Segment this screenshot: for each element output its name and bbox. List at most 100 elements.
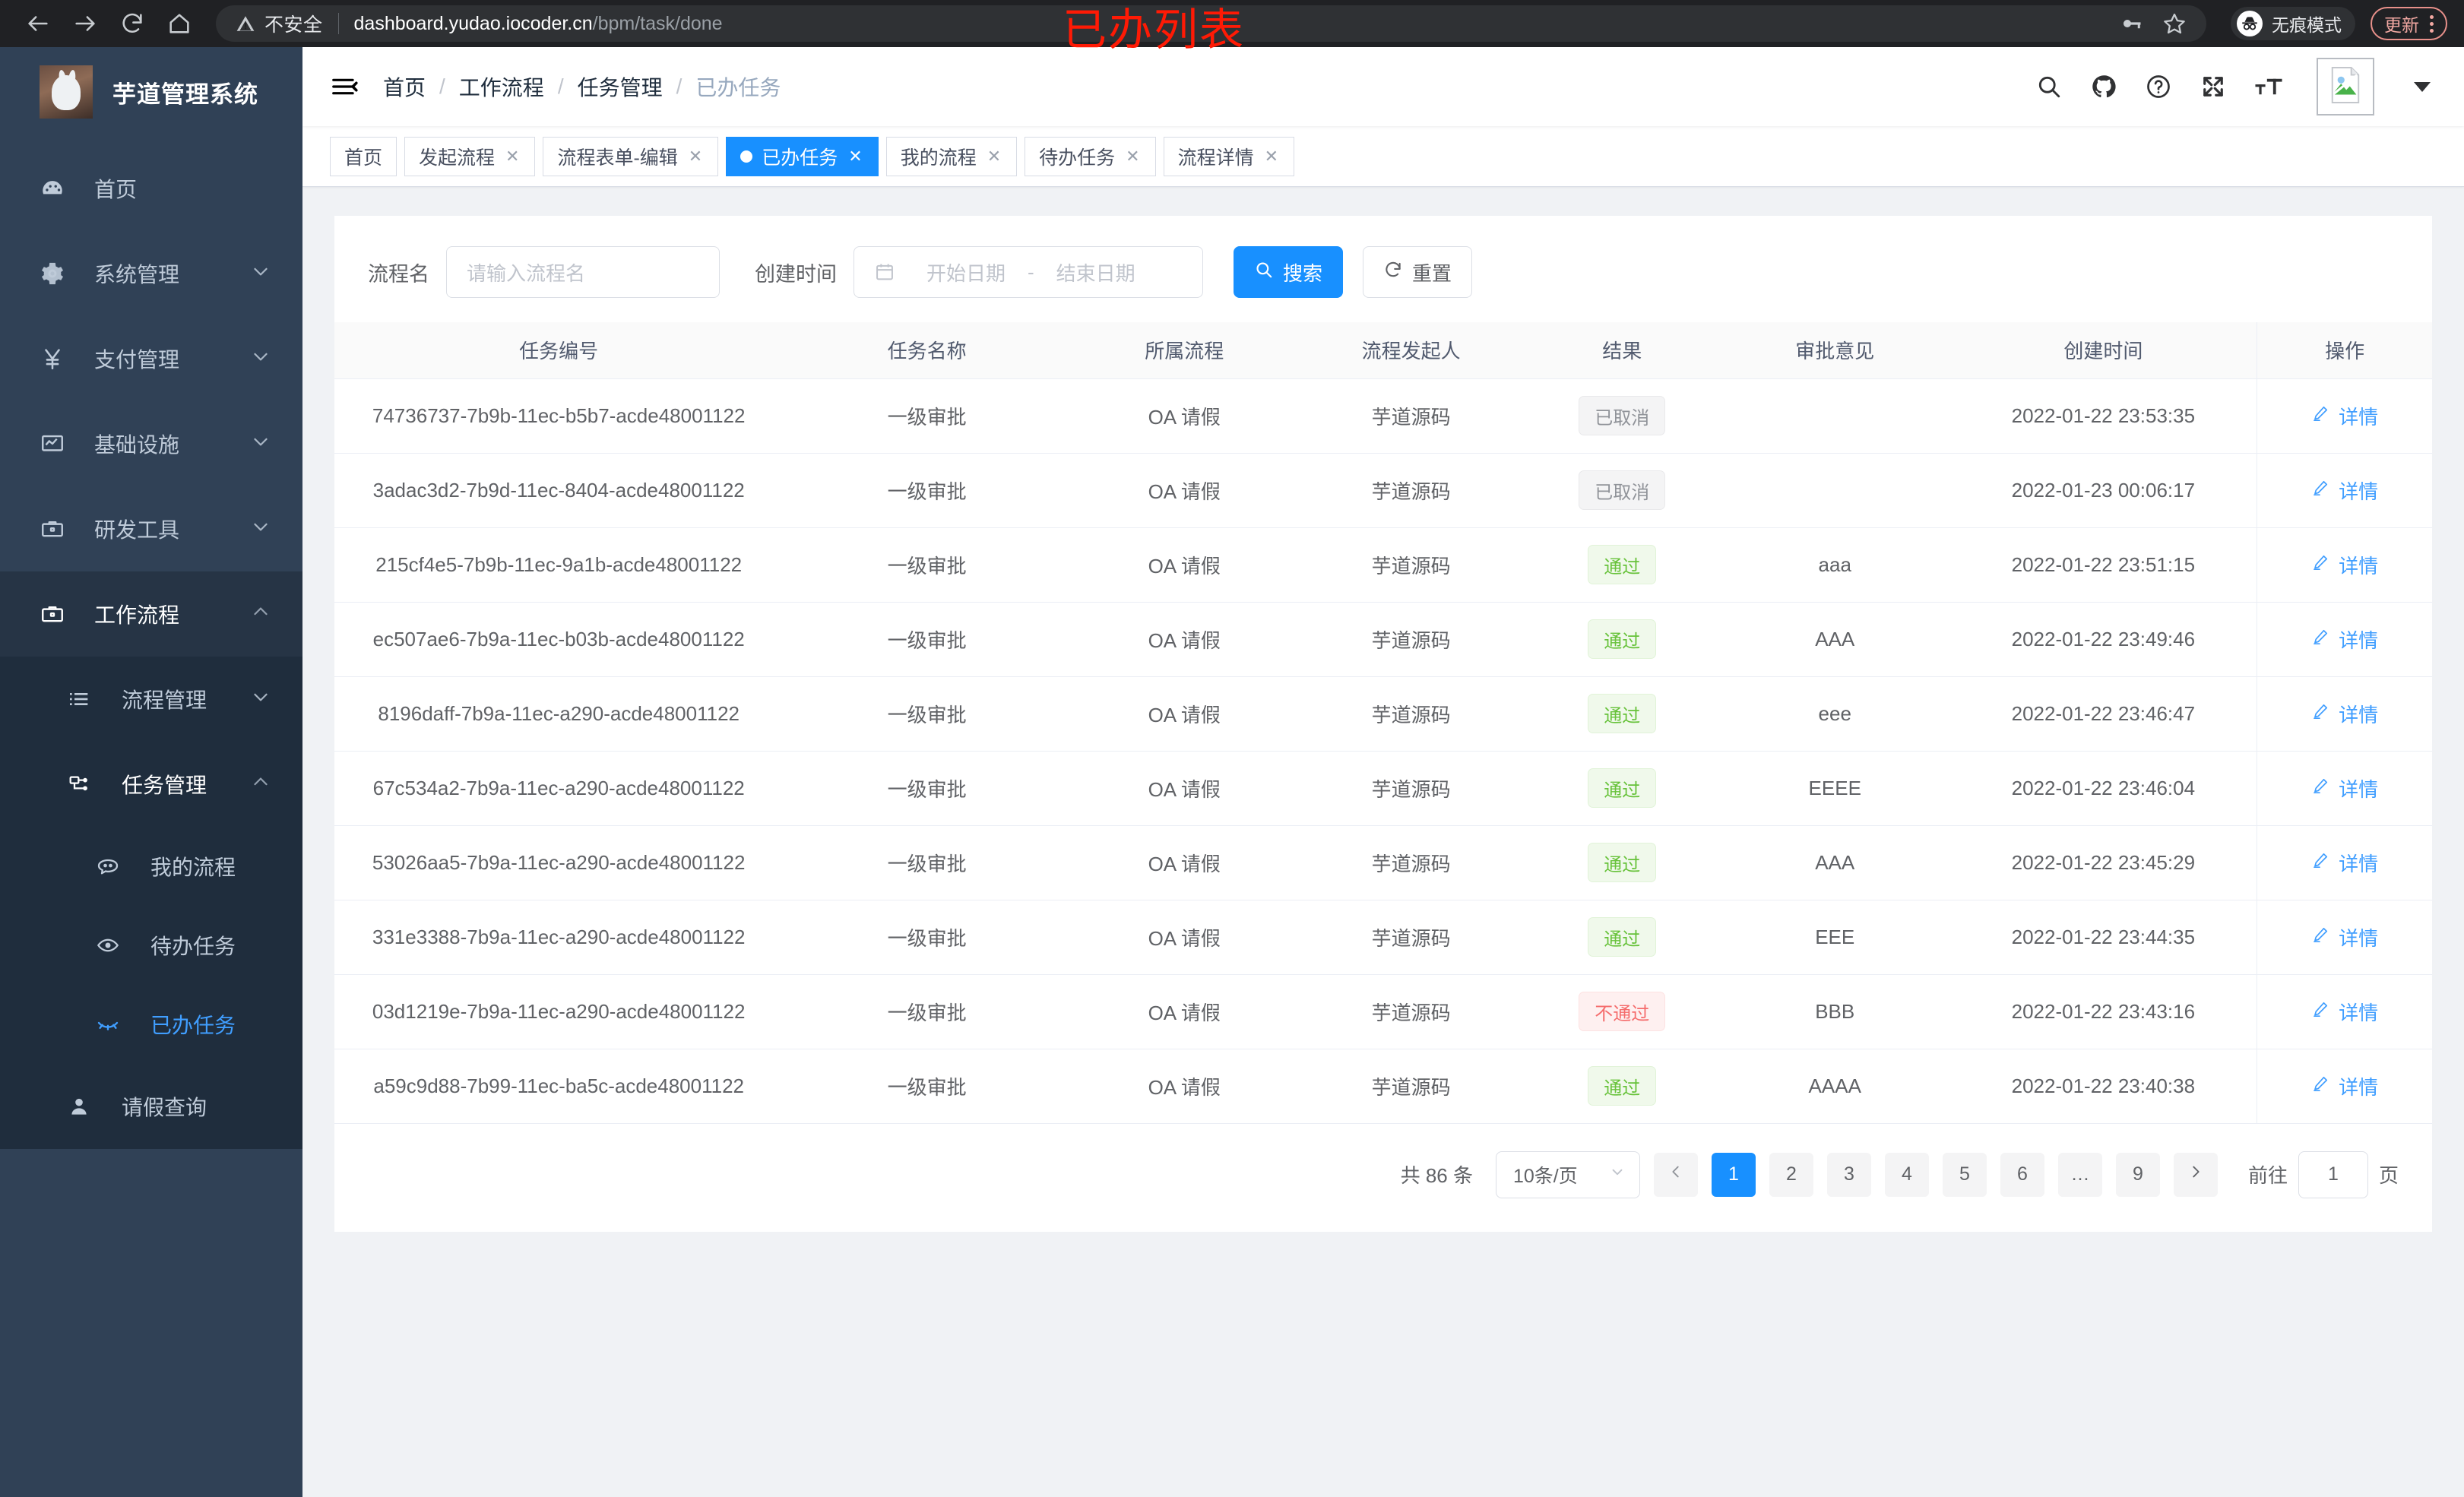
app-navbar: 首页 / 工作流程 / 任务管理 / 已办任务 [302, 47, 2464, 126]
sidebar-item-leave-query[interactable]: 请假查询 [0, 1064, 302, 1149]
reload-button[interactable] [111, 2, 154, 45]
sidebar-item-infrastructure[interactable]: 基础设施 [0, 401, 302, 486]
page-button-6[interactable]: 6 [2000, 1152, 2044, 1197]
tab-process-form-edit[interactable]: 流程表单-编辑 ✕ [543, 136, 719, 176]
table-head: 任务编号 任务名称 所属流程 流程发起人 结果 审批意见 创建时间 操作 [334, 322, 2432, 379]
detail-button[interactable]: 详情 [2311, 998, 2378, 1026]
sidebar-menu: 首页 系统管理 支付管理 基础设施 [0, 137, 302, 1149]
cell-task-name: 一级审批 [783, 900, 1071, 975]
detail-button[interactable]: 详情 [2311, 551, 2378, 579]
sidebar-item-task-management[interactable]: 任务管理 [0, 742, 302, 827]
brand[interactable]: 芋道管理系统 [0, 47, 302, 137]
fullscreen-icon[interactable] [2200, 73, 2227, 100]
detail-button[interactable]: 详情 [2311, 700, 2378, 728]
breadcrumb-item-1[interactable]: 工作流程 [458, 76, 544, 100]
sidebar-item-workflow[interactable]: 工作流程 [0, 571, 302, 657]
page-button-4[interactable]: 4 [1884, 1152, 1929, 1197]
update-button[interactable]: 更新 [2371, 7, 2447, 40]
next-page-button[interactable] [2173, 1152, 2218, 1197]
page-button-3[interactable]: 3 [1826, 1152, 1871, 1197]
status-badge: 已取消 [1579, 396, 1666, 435]
tab-home[interactable]: 首页 [330, 136, 397, 176]
table-body: 74736737-7b9b-11ec-b5b7-acde48001122 一级审批… [334, 378, 2432, 1124]
forward-button[interactable] [64, 2, 106, 45]
process-name-input[interactable]: 请输入流程名 [446, 246, 720, 298]
tab-todo-task[interactable]: 待办任务 ✕ [1025, 136, 1156, 176]
sidebar-item-todo-task[interactable]: 待办任务 [0, 906, 302, 985]
back-button[interactable] [17, 2, 59, 45]
sidebar-item-devtools[interactable]: 研发工具 [0, 486, 302, 571]
create-time-range-picker[interactable]: 开始日期 - 结束日期 [854, 246, 1203, 298]
page-button-1[interactable]: 1 [1711, 1152, 1756, 1197]
breadcrumb-item-2[interactable]: 任务管理 [577, 76, 663, 100]
table-row: 331e3388-7b9a-11ec-a290-acde48001122 一级审批… [334, 900, 2432, 975]
search-button[interactable]: 搜索 [1234, 246, 1344, 298]
avatar[interactable] [2317, 58, 2374, 116]
jump-page-input[interactable]: 1 [2298, 1150, 2368, 1198]
reset-button-label: 重置 [1412, 261, 1452, 285]
kebab-menu-icon[interactable] [2427, 14, 2437, 33]
bookmark-star-icon[interactable] [2162, 11, 2187, 36]
sidebar-item-payment[interactable]: 支付管理 [0, 316, 302, 401]
detail-button[interactable]: 详情 [2311, 923, 2378, 951]
github-icon[interactable] [2090, 73, 2117, 100]
page-ellipsis[interactable]: … [2057, 1152, 2102, 1197]
done-task-table: 任务编号 任务名称 所属流程 流程发起人 结果 审批意见 创建时间 操作 747… [334, 322, 2432, 1124]
page-size-value: 10条/页 [1512, 1165, 1578, 1187]
page-content: 流程名 请输入流程名 创建时间 开始日期 - 结束日期 [302, 187, 2464, 1232]
user-icon [67, 1094, 102, 1119]
prev-page-button[interactable] [1653, 1152, 1698, 1197]
jump-page-value: 1 [2328, 1163, 2339, 1185]
detail-button[interactable]: 详情 [2311, 625, 2378, 654]
tab-process-detail[interactable]: 流程详情 ✕ [1163, 136, 1295, 176]
sidebar-item-label: 基础设施 [94, 433, 180, 457]
font-size-icon[interactable] [2254, 73, 2283, 100]
close-icon[interactable]: ✕ [848, 146, 863, 166]
cell-opinion: aaa [1720, 527, 1950, 603]
reset-button[interactable]: 重置 [1363, 246, 1473, 298]
chevron-down-icon [249, 685, 272, 714]
cell-task-name: 一级审批 [783, 825, 1071, 900]
detail-button[interactable]: 详情 [2311, 1072, 2378, 1100]
total-count-label: 共 86 条 [1400, 1164, 1473, 1187]
sidebar-item-system[interactable]: 系统管理 [0, 231, 302, 316]
sidebar-item-my-process[interactable]: 我的流程 [0, 827, 302, 906]
search-icon[interactable] [2035, 73, 2063, 100]
tab-start-process[interactable]: 发起流程 ✕ [404, 136, 536, 176]
page-button-5[interactable]: 5 [1942, 1152, 1987, 1197]
sidebar-item-label: 工作流程 [94, 603, 180, 627]
sidebar-item-process-management[interactable]: 流程管理 [0, 657, 302, 742]
page-size-select[interactable]: 10条/页 [1495, 1150, 1640, 1198]
insecure-warning-icon [236, 14, 255, 33]
cell-task-id: a59c9d88-7b99-11ec-ba5c-acde48001122 [334, 1049, 784, 1124]
page-button-2[interactable]: 2 [1769, 1152, 1813, 1197]
chevron-down-icon[interactable] [2414, 81, 2431, 92]
status-badge: 不通过 [1579, 992, 1666, 1031]
sidebar-item-done-task[interactable]: 已办任务 [0, 985, 302, 1064]
help-circle-icon[interactable] [2145, 73, 2172, 100]
home-button[interactable] [158, 2, 201, 45]
close-icon[interactable]: ✕ [505, 146, 520, 166]
detail-button[interactable]: 详情 [2311, 402, 2378, 430]
detail-button[interactable]: 详情 [2311, 476, 2378, 505]
close-icon[interactable]: ✕ [688, 146, 703, 166]
breadcrumb-item-0[interactable]: 首页 [383, 76, 426, 100]
yen-icon [40, 346, 74, 372]
refresh-icon [1383, 260, 1403, 285]
address-bar[interactable]: 不安全 dashboard.yudao.iocoder.cn/bpm/task/… [216, 5, 2206, 42]
close-icon[interactable]: ✕ [1264, 146, 1279, 166]
close-icon[interactable]: ✕ [1126, 146, 1140, 166]
tab-my-process[interactable]: 我的流程 ✕ [885, 136, 1018, 176]
detail-label: 详情 [2339, 1075, 2379, 1099]
chevron-left-icon [1667, 1163, 1684, 1185]
close-icon[interactable]: ✕ [987, 146, 1002, 166]
key-icon[interactable] [2120, 12, 2143, 35]
tab-done-task[interactable]: 已办任务 ✕ [726, 136, 879, 176]
cell-create-time: 2022-01-22 23:45:29 [1949, 825, 2257, 900]
hamburger-icon[interactable] [330, 72, 359, 101]
detail-button[interactable]: 详情 [2311, 849, 2378, 877]
incognito-indicator[interactable]: 无痕模式 [2231, 7, 2355, 40]
sidebar-item-home[interactable]: 首页 [0, 146, 302, 231]
page-button-9[interactable]: 9 [2115, 1152, 2160, 1197]
detail-button[interactable]: 详情 [2311, 774, 2378, 802]
